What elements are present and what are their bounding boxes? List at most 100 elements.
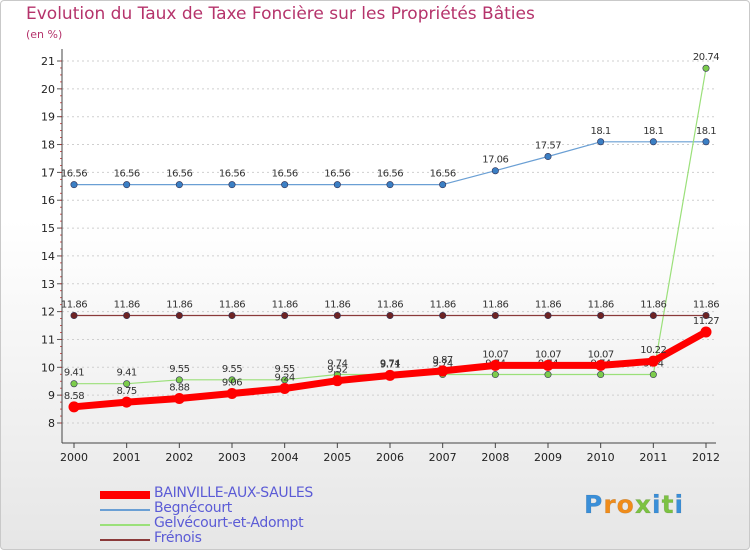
- data-point: [228, 376, 236, 384]
- legend-swatch: [100, 539, 150, 541]
- data-point: [228, 312, 236, 320]
- legend-swatch: [100, 509, 150, 511]
- data-point: [331, 375, 343, 387]
- data-point: [649, 138, 657, 146]
- data-label: 11.86: [114, 300, 140, 311]
- y-tick-label: 11: [41, 333, 55, 346]
- y-tick-label: 20: [41, 83, 55, 96]
- data-point: [544, 371, 552, 379]
- data-point: [491, 371, 499, 379]
- data-point: [491, 167, 499, 175]
- data-point: [702, 138, 710, 146]
- x-tick-label: 2008: [481, 451, 509, 464]
- y-tick-label: 18: [41, 139, 55, 152]
- logo-letter: o: [616, 490, 635, 520]
- data-point: [175, 181, 183, 189]
- data-point: [173, 392, 185, 404]
- data-point: [437, 365, 449, 377]
- data-label: 11.86: [430, 300, 456, 311]
- series-line: [73, 67, 707, 385]
- data-point: [175, 312, 183, 320]
- data-label: 9.87: [433, 355, 453, 366]
- data-label: 16.56: [430, 169, 456, 180]
- data-label: 11.86: [61, 300, 87, 311]
- data-label: 11.86: [535, 300, 561, 311]
- data-label: 16.56: [219, 169, 245, 180]
- data-point: [544, 312, 552, 320]
- data-point: [123, 181, 131, 189]
- y-tick-label: 14: [41, 250, 55, 263]
- data-label: 20.74: [693, 52, 719, 63]
- data-point: [281, 312, 289, 320]
- x-tick-label: 2007: [429, 451, 457, 464]
- data-label: 16.56: [272, 169, 298, 180]
- data-point: [544, 153, 552, 161]
- data-point: [281, 181, 289, 189]
- data-point: [489, 359, 501, 371]
- data-point: [384, 369, 396, 381]
- proxiti-logo: Proxiti: [584, 490, 684, 520]
- data-point: [702, 312, 710, 320]
- data-label: 11.86: [588, 300, 614, 311]
- data-label: 9.74: [380, 359, 400, 370]
- legend-label: Frénois: [154, 530, 202, 546]
- data-point: [386, 312, 394, 320]
- data-point: [123, 380, 131, 388]
- data-point: [597, 138, 605, 146]
- data-point: [121, 396, 133, 408]
- y-tick-label: 10: [41, 361, 55, 374]
- data-label: 16.56: [114, 169, 140, 180]
- data-label: 9.06: [222, 377, 242, 388]
- data-point: [491, 312, 499, 320]
- data-label: 9.55: [169, 364, 189, 375]
- data-label: 9.24: [275, 372, 295, 383]
- x-tick-label: 2010: [587, 451, 615, 464]
- data-label: 16.56: [166, 169, 192, 180]
- data-point: [649, 312, 657, 320]
- data-point: [700, 326, 712, 338]
- data-label: 9.71: [380, 359, 400, 370]
- data-point: [647, 355, 659, 367]
- data-point: [597, 371, 605, 379]
- data-label: 11.86: [219, 300, 245, 311]
- data-label: 11.86: [482, 300, 508, 311]
- data-label: 8.75: [117, 386, 137, 397]
- y-tick-label: 13: [41, 278, 55, 291]
- data-point: [68, 401, 80, 413]
- data-label: 11.86: [272, 300, 298, 311]
- data-point: [702, 64, 710, 72]
- data-label: 9.41: [117, 368, 137, 379]
- data-label: 9.55: [222, 364, 242, 375]
- data-point: [595, 359, 607, 371]
- legend-label: Begnécourt: [154, 500, 232, 516]
- data-label: 17.57: [535, 141, 561, 152]
- data-point: [439, 181, 447, 189]
- data-point: [70, 380, 78, 388]
- x-tick-label: 2011: [639, 451, 667, 464]
- data-label: 18.1: [696, 126, 716, 137]
- chart-title: Evolution du Taux de Taxe Foncière sur l…: [26, 4, 535, 24]
- x-tick-label: 2006: [376, 451, 404, 464]
- y-tick-label: 17: [41, 166, 55, 179]
- data-point: [175, 376, 183, 384]
- data-label: 10.07: [535, 349, 561, 360]
- logo-letter: P: [584, 490, 604, 520]
- data-label: 11.86: [640, 300, 666, 311]
- data-label: 18.1: [591, 126, 611, 137]
- data-point: [597, 312, 605, 320]
- data-point: [279, 382, 291, 394]
- data-label: 9.74: [433, 359, 453, 370]
- y-tick-label: 12: [41, 306, 55, 319]
- x-tick-label: 2009: [534, 451, 562, 464]
- data-label: 10.07: [588, 349, 614, 360]
- x-tick-label: 2004: [271, 451, 299, 464]
- legend-label: BAINVILLE-AUX-SAULES: [154, 485, 313, 501]
- data-point: [542, 359, 554, 371]
- y-tick-label: 21: [41, 55, 55, 68]
- data-point: [226, 387, 238, 399]
- data-label: 9.52: [327, 365, 347, 376]
- data-label: 11.86: [377, 300, 403, 311]
- data-label: 8.58: [64, 391, 84, 402]
